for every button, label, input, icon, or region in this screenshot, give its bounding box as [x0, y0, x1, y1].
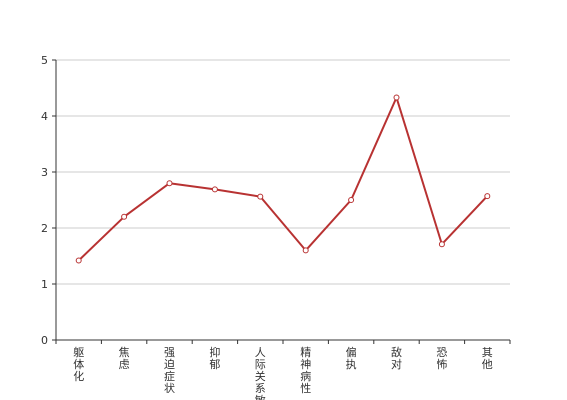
x-tick-label: 人际关系敏感	[255, 346, 266, 400]
data-point	[438, 241, 445, 248]
data-point	[393, 94, 400, 101]
y-tick-label: 4	[41, 110, 48, 123]
data-point	[484, 193, 491, 200]
x-tick-label: 恐怖	[436, 346, 447, 371]
series-line	[78, 96, 489, 262]
y-tick-label: 2	[41, 222, 48, 235]
data-point	[166, 180, 173, 187]
data-point	[348, 197, 355, 203]
x-ticks: 躯体化 焦虑 强迫症状 抑郁 人际关系敏感 精神病性 偏执 敌对 恐怖 其他	[55, 340, 511, 400]
x-tick-label: 精神病性	[300, 346, 311, 395]
data-point	[75, 257, 82, 264]
x-tick-label: 强迫症状	[164, 346, 175, 395]
data-point	[257, 193, 264, 200]
data-point	[211, 186, 218, 193]
y-tick-label: 1	[41, 278, 48, 291]
series	[75, 94, 491, 264]
x-tick-label: 躯体化	[73, 346, 84, 383]
y-tick-label: 3	[41, 166, 48, 179]
y-tick-label: 5	[41, 54, 48, 67]
axes	[55, 60, 510, 341]
data-point	[121, 213, 128, 220]
x-tick-label: 抑郁	[209, 345, 220, 371]
x-tick-label: 偏执	[346, 345, 357, 371]
x-tick-label: 敌对	[391, 345, 402, 371]
y-tick-label: 0	[41, 334, 48, 347]
x-tick-label: 焦虑	[119, 346, 130, 371]
y-tick-labels: 0 1 2 3 4 5	[41, 54, 56, 347]
x-tick-label: 其他	[482, 346, 493, 371]
grid-lines	[56, 59, 510, 285]
data-point	[302, 247, 309, 254]
